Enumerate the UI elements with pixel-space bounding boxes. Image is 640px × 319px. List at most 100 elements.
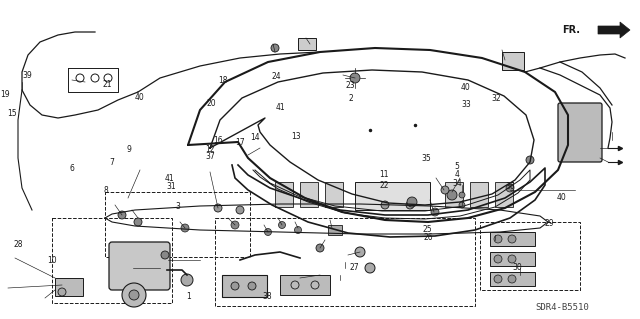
Bar: [490, 272, 535, 286]
Text: 26: 26: [424, 233, 434, 242]
Circle shape: [161, 251, 169, 259]
Circle shape: [231, 221, 239, 229]
Circle shape: [58, 288, 66, 296]
Circle shape: [406, 201, 414, 209]
Circle shape: [231, 282, 239, 290]
Bar: [298, 38, 316, 50]
Text: 22: 22: [380, 181, 388, 189]
Circle shape: [264, 228, 271, 235]
Circle shape: [350, 73, 360, 83]
Circle shape: [381, 201, 389, 209]
Circle shape: [214, 204, 222, 212]
Text: 2: 2: [348, 94, 353, 103]
Text: 29: 29: [544, 219, 554, 228]
Bar: [52, 218, 172, 303]
Circle shape: [181, 224, 189, 232]
Text: 33: 33: [461, 100, 471, 109]
Text: 20: 20: [206, 99, 216, 108]
Circle shape: [441, 186, 449, 194]
Bar: [325, 182, 343, 207]
Text: 24: 24: [271, 72, 282, 81]
Bar: [222, 275, 267, 297]
Circle shape: [506, 184, 514, 192]
Bar: [445, 182, 463, 207]
Text: 38: 38: [262, 292, 273, 301]
Text: 40: 40: [134, 93, 145, 102]
Text: 41: 41: [275, 103, 285, 112]
Circle shape: [494, 235, 502, 243]
Text: 40: 40: [461, 83, 471, 92]
Text: 23: 23: [346, 81, 356, 90]
Bar: [275, 182, 293, 207]
Text: 7: 7: [109, 158, 115, 167]
Text: SDR4-B5510: SDR4-B5510: [535, 303, 589, 313]
Text: 6: 6: [70, 164, 75, 173]
Bar: [495, 182, 513, 207]
FancyBboxPatch shape: [109, 242, 170, 290]
Circle shape: [129, 290, 139, 300]
FancyBboxPatch shape: [558, 103, 602, 162]
Text: 30: 30: [512, 263, 522, 272]
Circle shape: [407, 197, 417, 207]
Text: 18: 18: [218, 76, 227, 85]
Circle shape: [248, 282, 256, 290]
Text: 11: 11: [380, 170, 388, 179]
Bar: [215, 218, 475, 306]
Text: 4: 4: [454, 170, 460, 179]
Text: 27: 27: [349, 263, 359, 272]
Circle shape: [236, 206, 244, 214]
Text: 5: 5: [454, 162, 460, 171]
Text: 21: 21: [103, 80, 112, 89]
Circle shape: [181, 274, 193, 286]
Text: 15: 15: [6, 109, 17, 118]
Text: 12: 12: [205, 145, 214, 154]
Circle shape: [494, 255, 502, 263]
Bar: [502, 52, 524, 70]
Bar: [55, 278, 83, 296]
Circle shape: [526, 156, 534, 164]
Circle shape: [365, 263, 375, 273]
Circle shape: [508, 255, 516, 263]
Text: 14: 14: [250, 133, 260, 142]
Circle shape: [278, 221, 285, 228]
Circle shape: [122, 283, 146, 307]
Text: FR.: FR.: [562, 25, 580, 35]
Circle shape: [355, 247, 365, 257]
Bar: [480, 222, 580, 290]
Bar: [300, 182, 318, 207]
Text: 13: 13: [291, 132, 301, 141]
Text: 34: 34: [452, 179, 463, 188]
Circle shape: [134, 218, 142, 226]
Text: 8: 8: [103, 186, 108, 195]
Circle shape: [447, 190, 457, 200]
Bar: [280, 275, 330, 295]
Bar: [470, 182, 488, 207]
Circle shape: [459, 192, 465, 198]
Circle shape: [271, 44, 279, 52]
Text: 10: 10: [47, 256, 58, 265]
Text: 41: 41: [164, 174, 175, 182]
Bar: [105, 192, 250, 257]
Bar: [355, 182, 430, 210]
Text: 16: 16: [212, 137, 223, 145]
Text: 37: 37: [205, 152, 215, 161]
Text: 36: 36: [506, 182, 516, 191]
Circle shape: [118, 211, 126, 219]
Text: 17: 17: [235, 138, 245, 147]
Circle shape: [294, 226, 301, 234]
Circle shape: [508, 235, 516, 243]
Text: 9: 9: [127, 145, 132, 154]
Circle shape: [316, 244, 324, 252]
Bar: [328, 225, 342, 235]
Circle shape: [508, 275, 516, 283]
Text: 31: 31: [166, 182, 177, 191]
Text: 25: 25: [422, 225, 433, 234]
Text: 35: 35: [421, 154, 431, 163]
Text: 40: 40: [556, 193, 566, 202]
Text: 19: 19: [0, 90, 10, 99]
Circle shape: [459, 202, 465, 208]
Circle shape: [431, 208, 439, 216]
Text: 1: 1: [186, 292, 191, 301]
Polygon shape: [598, 22, 630, 38]
Text: 39: 39: [22, 71, 33, 80]
